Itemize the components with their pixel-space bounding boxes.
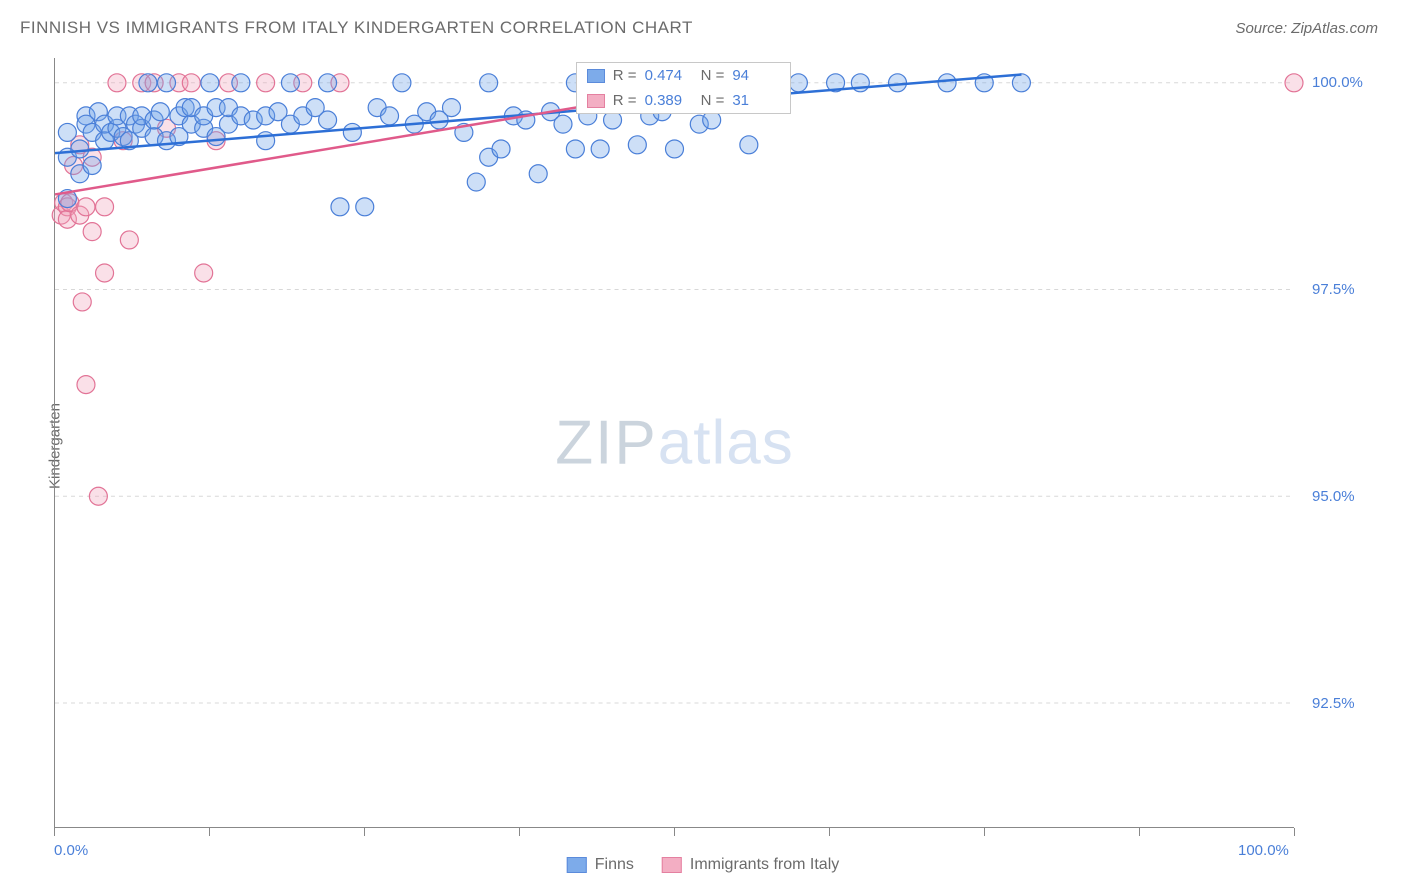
- x-tick: [1294, 828, 1295, 836]
- finns-swatch-icon: [587, 69, 605, 83]
- legend-item-italy: Immigrants from Italy: [662, 856, 839, 874]
- x-tick: [54, 828, 55, 836]
- data-point: [201, 74, 219, 92]
- italy-swatch-icon: [662, 857, 682, 873]
- data-point: [83, 157, 101, 175]
- data-point: [666, 140, 684, 158]
- data-point: [1012, 74, 1030, 92]
- data-point: [158, 74, 176, 92]
- data-point: [442, 99, 460, 117]
- data-point: [343, 123, 361, 141]
- data-point: [182, 74, 200, 92]
- data-point: [120, 231, 138, 249]
- x-tick: [674, 828, 675, 836]
- chart-title: FINNISH VS IMMIGRANTS FROM ITALY KINDERG…: [20, 18, 693, 38]
- finns-n-value: 94: [732, 67, 780, 84]
- source-attribution: Source: ZipAtlas.com: [1235, 20, 1378, 37]
- legend-label-finns: Finns: [595, 856, 634, 874]
- data-point: [77, 198, 95, 216]
- data-point: [480, 74, 498, 92]
- data-point: [58, 123, 76, 141]
- italy-r-value: 0.389: [645, 92, 693, 109]
- data-point: [96, 198, 114, 216]
- data-point: [232, 74, 250, 92]
- data-point: [591, 140, 609, 158]
- data-point: [151, 103, 169, 121]
- x-tick-label: 100.0%: [1238, 842, 1289, 859]
- x-tick: [1139, 828, 1140, 836]
- legend-label-italy: Immigrants from Italy: [690, 856, 839, 874]
- data-point: [89, 487, 107, 505]
- data-point: [77, 376, 95, 394]
- y-tick-label: 92.5%: [1312, 695, 1355, 712]
- y-tick-label: 100.0%: [1312, 74, 1363, 91]
- data-point: [83, 223, 101, 241]
- x-tick: [209, 828, 210, 836]
- data-point: [73, 293, 91, 311]
- stats-row-finns: R = 0.474 N = 94: [577, 63, 791, 88]
- finns-swatch-icon: [567, 857, 587, 873]
- data-point: [139, 74, 157, 92]
- data-point: [356, 198, 374, 216]
- x-tick: [984, 828, 985, 836]
- series-legend: Finns Immigrants from Italy: [567, 856, 839, 874]
- data-point: [108, 74, 126, 92]
- x-tick: [364, 828, 365, 836]
- data-point: [319, 111, 337, 129]
- y-tick-label: 97.5%: [1312, 281, 1355, 298]
- x-tick: [519, 828, 520, 836]
- legend-item-finns: Finns: [567, 856, 634, 874]
- data-point: [1285, 74, 1303, 92]
- r-label: R =: [613, 92, 637, 109]
- data-point: [319, 74, 337, 92]
- data-point: [938, 74, 956, 92]
- n-label: N =: [701, 67, 725, 84]
- data-point: [257, 74, 275, 92]
- italy-n-value: 31: [732, 92, 780, 109]
- data-point: [381, 107, 399, 125]
- plot-area: ZIPatlas R = 0.474 N = 94 R = 0.389 N = …: [54, 58, 1294, 828]
- y-tick-label: 95.0%: [1312, 488, 1355, 505]
- data-point: [789, 74, 807, 92]
- x-tick: [829, 828, 830, 836]
- data-point: [195, 264, 213, 282]
- data-point: [566, 140, 584, 158]
- data-point: [554, 115, 572, 133]
- data-point: [71, 140, 89, 158]
- correlation-stats-box: R = 0.474 N = 94 R = 0.389 N = 31: [576, 62, 792, 114]
- r-label: R =: [613, 67, 637, 84]
- data-point: [740, 136, 758, 154]
- data-point: [331, 198, 349, 216]
- n-label: N =: [701, 92, 725, 109]
- data-point: [96, 264, 114, 282]
- data-point: [628, 136, 646, 154]
- stats-row-italy: R = 0.389 N = 31: [577, 88, 791, 113]
- scatter-svg: [55, 58, 1294, 827]
- data-point: [393, 74, 411, 92]
- data-point: [492, 140, 510, 158]
- x-tick-label: 0.0%: [54, 842, 88, 859]
- finns-r-value: 0.474: [645, 67, 693, 84]
- data-point: [467, 173, 485, 191]
- data-point: [889, 74, 907, 92]
- data-point: [529, 165, 547, 183]
- data-point: [281, 74, 299, 92]
- italy-swatch-icon: [587, 94, 605, 108]
